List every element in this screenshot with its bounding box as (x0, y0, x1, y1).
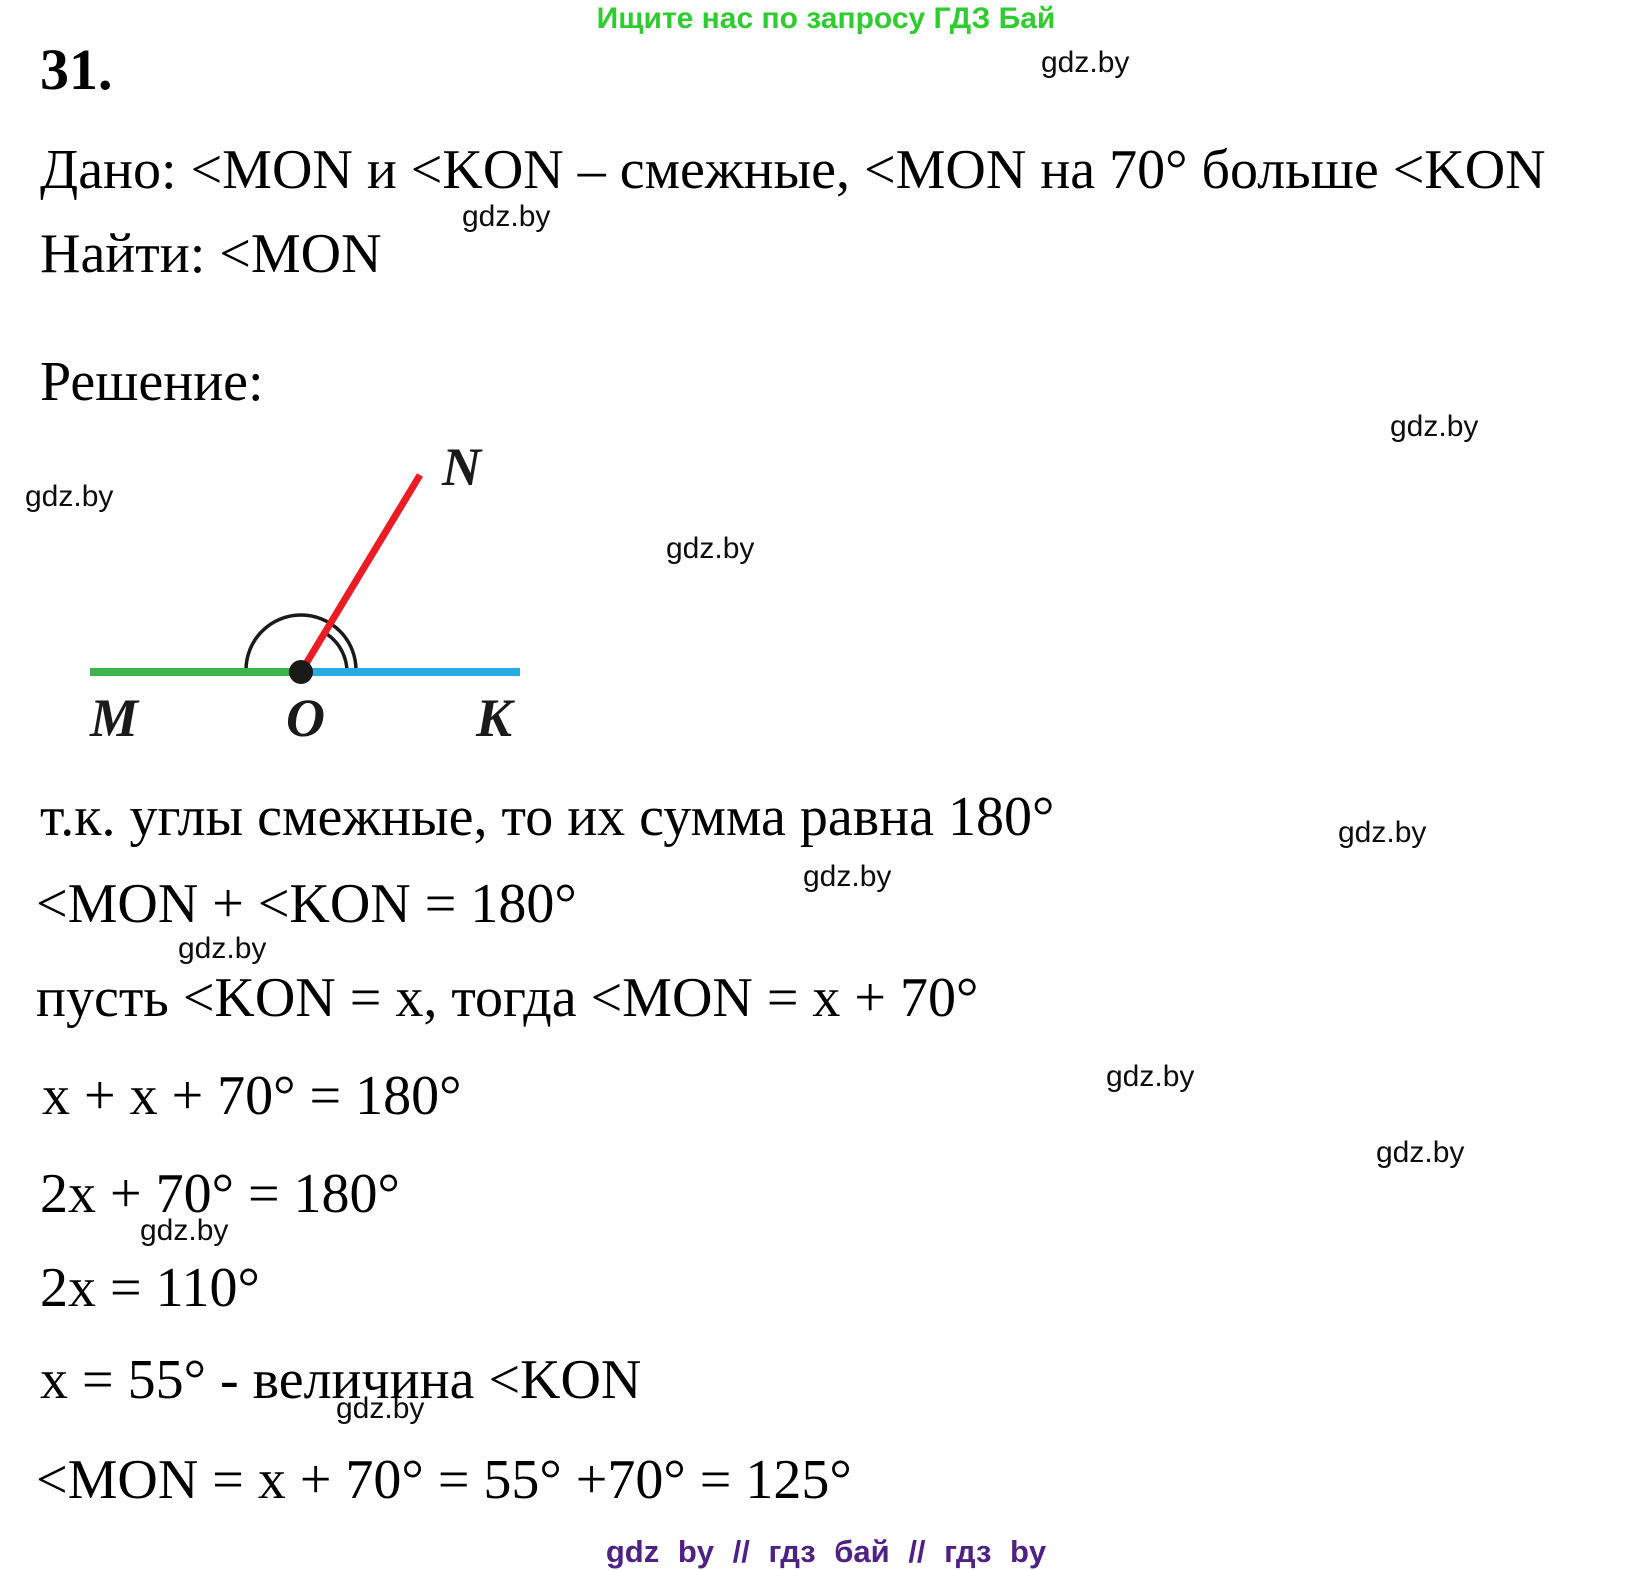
angle-mon-arc (244, 613, 358, 671)
gdz-watermark: gdz.by (140, 1214, 229, 1247)
solution-line: <MON + <KON = 180° (36, 873, 577, 935)
gdz-watermark: gdz.by (803, 860, 892, 893)
ray-on-line (298, 473, 423, 674)
gdz-watermark: gdz.by (1041, 46, 1130, 79)
solution-line: x + x + 70° = 180° (42, 1065, 462, 1127)
solution-line: x = 55° - величина <KON (40, 1349, 642, 1411)
problem-number: 31. (40, 37, 113, 102)
gdz-watermark: gdz.by (178, 932, 267, 965)
find-line: Найти: <MON (40, 223, 382, 285)
solution-line: т.к. углы смежные, то их сумма равна 180… (40, 786, 1055, 848)
promo-banner: Ищите нас по запросу ГДЗ Бай (596, 2, 1056, 35)
given-line: Дано: <MON и <KON – смежные, <MON на 70°… (40, 139, 1546, 201)
point-label-o: O (286, 688, 325, 748)
angle-nok-arc (325, 632, 349, 673)
gdz-watermark: gdz.by (462, 200, 551, 233)
gdz-watermark: gdz.by (25, 480, 114, 513)
point-label-n: N (442, 437, 481, 497)
solution-line: 2x + 70° = 180° (40, 1163, 400, 1225)
point-label-m: M (90, 688, 139, 748)
gdz-watermark: gdz.by (1376, 1136, 1465, 1169)
solution-heading: Решение: (40, 351, 264, 413)
gdz-watermark: gdz.by (1338, 816, 1427, 849)
solution-line: 2x = 110° (40, 1257, 260, 1319)
angle-diagram: M O K N (60, 430, 550, 760)
point-label-k: K (476, 688, 513, 748)
vertex-o-dot (289, 660, 313, 684)
gdz-watermark: gdz.by (666, 532, 755, 565)
gdz-watermark: gdz.by (336, 1392, 425, 1425)
gdz-watermark: gdz.by (1390, 410, 1479, 443)
angle-diagram-canvas (90, 473, 520, 684)
solution-line: пусть <KON = x, тогда <MON = x + 70° (36, 967, 979, 1029)
gdz-watermark: gdz.by (1106, 1060, 1195, 1093)
site-footer: gdz by // гдз бай // гдз by (605, 1534, 1047, 1569)
solution-line: <MON = x + 70° = 55° +70° = 125° (36, 1449, 852, 1511)
